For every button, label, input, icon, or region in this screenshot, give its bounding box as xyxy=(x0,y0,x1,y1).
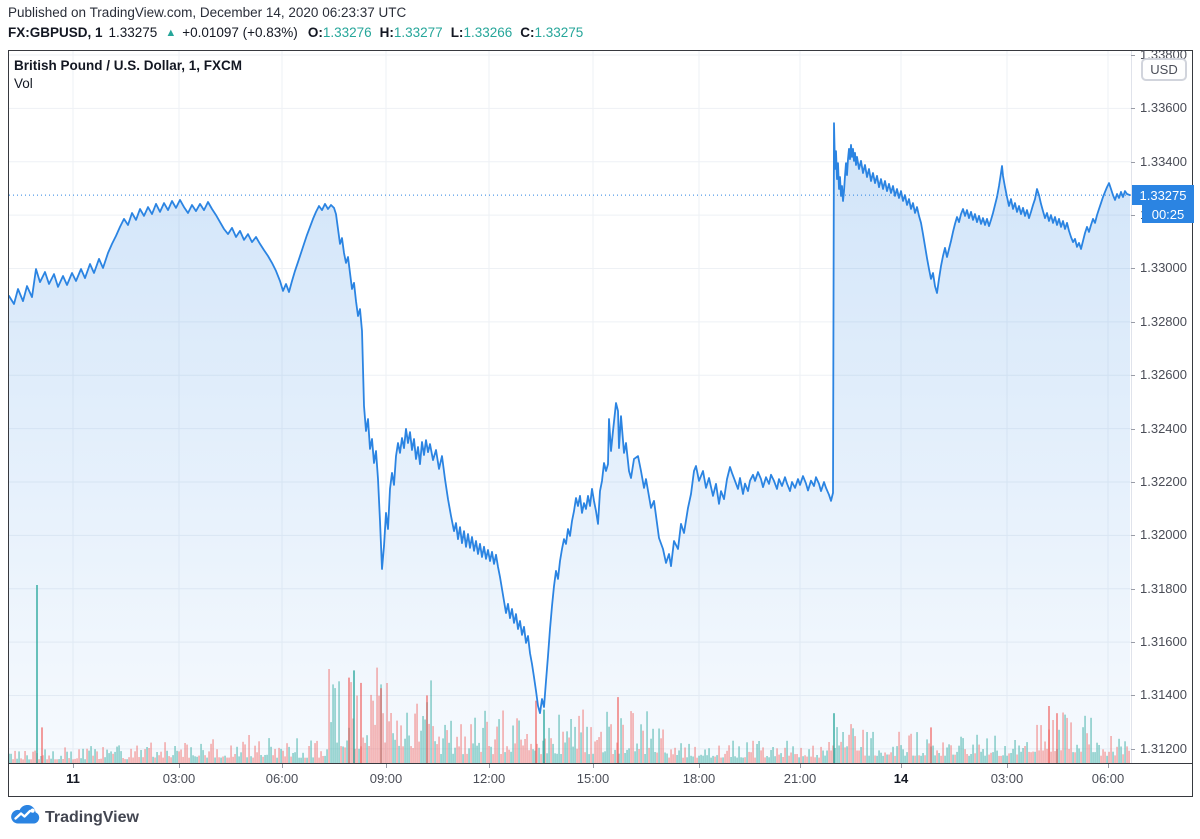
time-axis-tick xyxy=(489,764,490,768)
time-axis-tick xyxy=(282,764,283,768)
price-axis-tick xyxy=(1131,481,1135,483)
tradingview-cloud-icon xyxy=(10,804,40,830)
price-axis-label: 1.33000 xyxy=(1140,260,1187,276)
price-axis-tick xyxy=(1131,215,1135,217)
price-axis-tick xyxy=(1131,695,1135,697)
price-axis-tick xyxy=(1131,321,1135,323)
price-axis-label: 1.32600 xyxy=(1140,367,1187,383)
time-axis-tick xyxy=(699,764,700,768)
price-axis-label: 1.31800 xyxy=(1140,580,1187,596)
open-label: O: xyxy=(307,25,323,40)
price-axis-tick xyxy=(1131,748,1135,750)
price-axis-tick xyxy=(1131,428,1135,430)
last-price-value: 1.33275 xyxy=(108,25,158,40)
open-value: 1.33276 xyxy=(322,25,372,40)
price-change: +0.01097 (+0.83%) xyxy=(182,25,298,40)
price-axis-tick xyxy=(1131,108,1135,110)
bar-countdown-label: 00:25 xyxy=(1142,205,1194,224)
time-axis-tick xyxy=(800,764,801,768)
time-axis[interactable]: 11 03:00 06:00 09:00 12:00 15:00 18:00 21:00 14 0… xyxy=(9,764,1192,797)
ohlc-group: O: 1.33276 H: 1.33277 L: 1.33266 C: 1.33275 xyxy=(308,25,584,40)
time-axis-tick xyxy=(386,764,387,768)
price-axis-tick xyxy=(1131,535,1135,537)
chart-frame: 1.338001.336001.334001.332001.330001.328… xyxy=(8,47,1194,797)
low-label: L: xyxy=(450,25,464,40)
legend-volume-indicator[interactable]: Vol xyxy=(14,76,33,91)
time-axis-separator xyxy=(9,763,1192,764)
price-axis-tick xyxy=(1131,375,1135,377)
symbol-name: FX:GBPUSD, 1 xyxy=(8,25,103,40)
price-axis-tick xyxy=(1131,55,1135,56)
up-arrow-icon: ▲ xyxy=(165,26,177,39)
chart-legend[interactable]: British Pound / U.S. Dollar, 1, FXCM Vol xyxy=(14,58,242,91)
time-axis-label: 21:00 xyxy=(783,771,817,786)
price-axis-label: 1.32200 xyxy=(1140,473,1187,489)
price-axis-tick xyxy=(1131,588,1135,590)
time-axis-tick xyxy=(593,764,594,768)
time-axis-label: 15:00 xyxy=(576,771,610,786)
price-chart-svg[interactable] xyxy=(9,51,1131,763)
close-value: 1.33275 xyxy=(534,25,584,40)
time-axis-label: 06:00 xyxy=(265,771,299,786)
time-axis-label: 03:00 xyxy=(162,771,196,786)
time-axis-tick xyxy=(1007,764,1008,768)
price-axis-tick xyxy=(1131,161,1135,163)
price-axis-label: 1.31200 xyxy=(1140,740,1187,756)
time-axis-tick xyxy=(179,764,180,768)
high-value: 1.33277 xyxy=(393,25,443,40)
tradingview-logo-text: TradingView xyxy=(45,808,139,826)
time-axis-label: 18:00 xyxy=(682,771,716,786)
price-line xyxy=(9,122,1131,714)
price-axis-label: 1.32400 xyxy=(1140,420,1187,436)
price-axis-label: 1.31400 xyxy=(1140,687,1187,703)
price-axis-label: 1.33600 xyxy=(1140,100,1187,116)
time-axis-label: 14 xyxy=(893,771,909,786)
tradingview-logo[interactable]: TradingView xyxy=(10,804,139,830)
area-fill xyxy=(9,123,1130,763)
chart-plot-area[interactable] xyxy=(9,51,1131,763)
time-axis-label: 06:00 xyxy=(1091,771,1125,786)
currency-unit-badge[interactable]: USD xyxy=(1141,58,1187,81)
time-axis-tick xyxy=(901,764,902,768)
published-line: Published on TradingView.com, December 1… xyxy=(8,5,407,20)
price-axis-tick xyxy=(1131,642,1135,644)
close-label: C: xyxy=(520,25,535,40)
low-value: 1.33266 xyxy=(463,25,513,40)
symbol-info-row: FX:GBPUSD, 1 1.33275 ▲ +0.01097 (+0.83%)… xyxy=(8,25,583,40)
time-axis-tick xyxy=(73,764,74,768)
time-axis-label: 11 xyxy=(66,771,80,786)
price-axis-label: 1.31600 xyxy=(1140,634,1187,650)
high-label: H: xyxy=(379,25,394,40)
legend-symbol-title[interactable]: British Pound / U.S. Dollar, 1, FXCM xyxy=(14,58,243,73)
price-axis-label: 1.32800 xyxy=(1140,313,1187,329)
time-axis-label: 03:00 xyxy=(990,771,1024,786)
price-axis-tick xyxy=(1131,268,1135,270)
time-axis-tick xyxy=(1108,764,1109,768)
price-axis[interactable]: 1.338001.336001.334001.332001.330001.328… xyxy=(1131,47,1192,763)
time-axis-label: 09:00 xyxy=(369,771,403,786)
last-price-label: 1.33275 xyxy=(1132,185,1194,206)
price-axis-label: 1.32000 xyxy=(1140,527,1187,543)
price-axis-separator xyxy=(1131,51,1132,763)
volume-bars xyxy=(9,585,1130,763)
time-axis-label: 12:00 xyxy=(472,771,506,786)
price-axis-label: 1.33400 xyxy=(1140,153,1187,169)
